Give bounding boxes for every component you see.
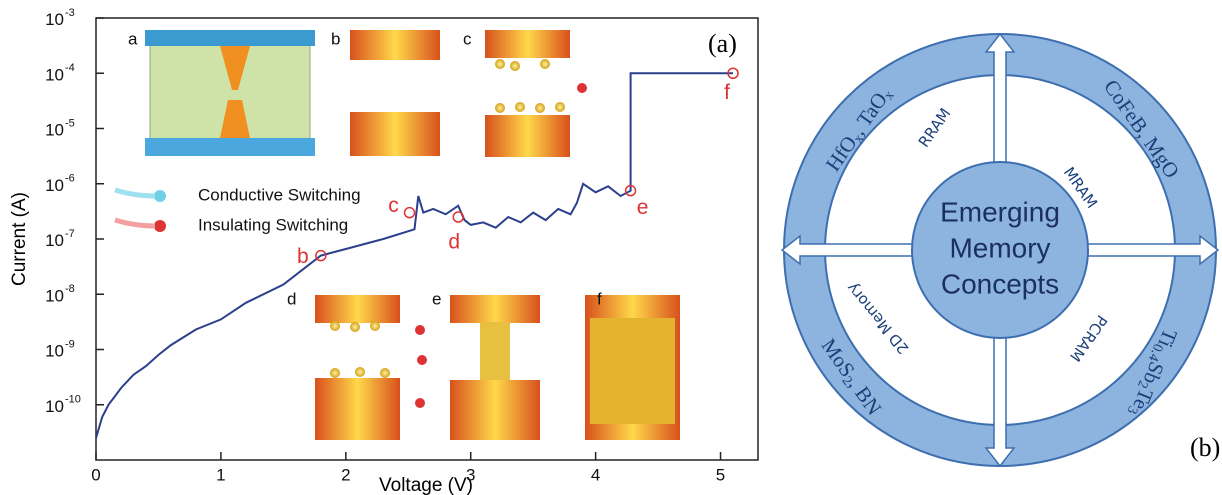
center-label: Emerging [940, 196, 1060, 227]
y-tick-base: 10 [45, 287, 64, 306]
y-tick-label: 10 [45, 10, 64, 29]
y-tick-exponent: -5 [65, 117, 75, 129]
y-tick-base: 10 [45, 176, 64, 195]
y-axis-label: Current (A) [9, 192, 30, 286]
panel-label: (b) [1190, 433, 1220, 462]
y-tick-exponent: -4 [65, 62, 75, 74]
legend-swoosh [115, 220, 155, 226]
inset-label: a [128, 29, 138, 48]
legend-label: Insulating Switching [198, 215, 348, 234]
insets [315, 30, 680, 440]
y-tick-exponent: -10 [65, 394, 81, 406]
page: {"chart_data":{"type":"line","panel_labe… [0, 0, 1222, 495]
x-tick-label: 4 [591, 465, 600, 484]
legend-swoosh [115, 190, 155, 196]
annotation-label: d [448, 231, 460, 254]
x-axis-label: Voltage (V) [379, 475, 473, 495]
diagram-b: (b) EmergingMemoryConceptsRRAMMRAMPCRAM2… [782, 34, 1220, 466]
y-tick-exponent: -7 [65, 228, 75, 240]
annotation-label: c [388, 194, 399, 217]
inset-label: b [331, 29, 340, 48]
center-label: Concepts [941, 268, 1059, 299]
legend-icon [154, 220, 166, 232]
x-tick-label: 5 [716, 465, 725, 484]
x-tick-label: 3 [466, 465, 475, 484]
y-tick-exponent: -6 [65, 173, 75, 185]
inset-label: d [287, 289, 296, 308]
y-tick-base: 10 [45, 342, 64, 361]
y-tick-base: 10 [45, 231, 64, 250]
y-tick-exponent: -3 [65, 7, 75, 19]
inset-a [145, 30, 315, 156]
y-tick-label: 10 [45, 287, 64, 306]
annotation-label: b [297, 245, 309, 268]
inset-label: f [597, 289, 602, 308]
y-tick-base: 10 [45, 121, 64, 140]
x-tick-label: 2 [341, 465, 350, 484]
y-tick-label: 10 [45, 342, 64, 361]
legend-icon [154, 190, 166, 202]
y-tick-label: 10 [45, 176, 64, 195]
annotation-label: f [724, 81, 730, 104]
y-tick-base: 10 [45, 66, 64, 85]
y-tick-label: 10 [45, 66, 64, 85]
legend-label: Conductive Switching [198, 185, 361, 204]
figure: (a) Voltage (V) Current (A) Conductive S… [0, 0, 1222, 495]
x-tick-label: 0 [91, 465, 100, 484]
inset-label: c [463, 29, 472, 48]
y-tick-label: 10 [45, 121, 64, 140]
annotation-label: e [637, 196, 649, 219]
annotation-marker [405, 208, 415, 218]
y-tick-exponent: -9 [65, 338, 75, 350]
annotation-marker [453, 212, 463, 222]
center-label: Memory [949, 232, 1050, 263]
y-tick-label: 10 [45, 231, 64, 250]
y-tick-label: 10 [45, 397, 64, 416]
panel-label: (a) [708, 29, 737, 58]
y-tick-base: 10 [45, 10, 64, 29]
y-tick-exponent: -8 [65, 283, 75, 295]
x-tick-label: 1 [216, 465, 225, 484]
inset-label: e [432, 289, 441, 308]
y-tick-base: 10 [45, 397, 64, 416]
